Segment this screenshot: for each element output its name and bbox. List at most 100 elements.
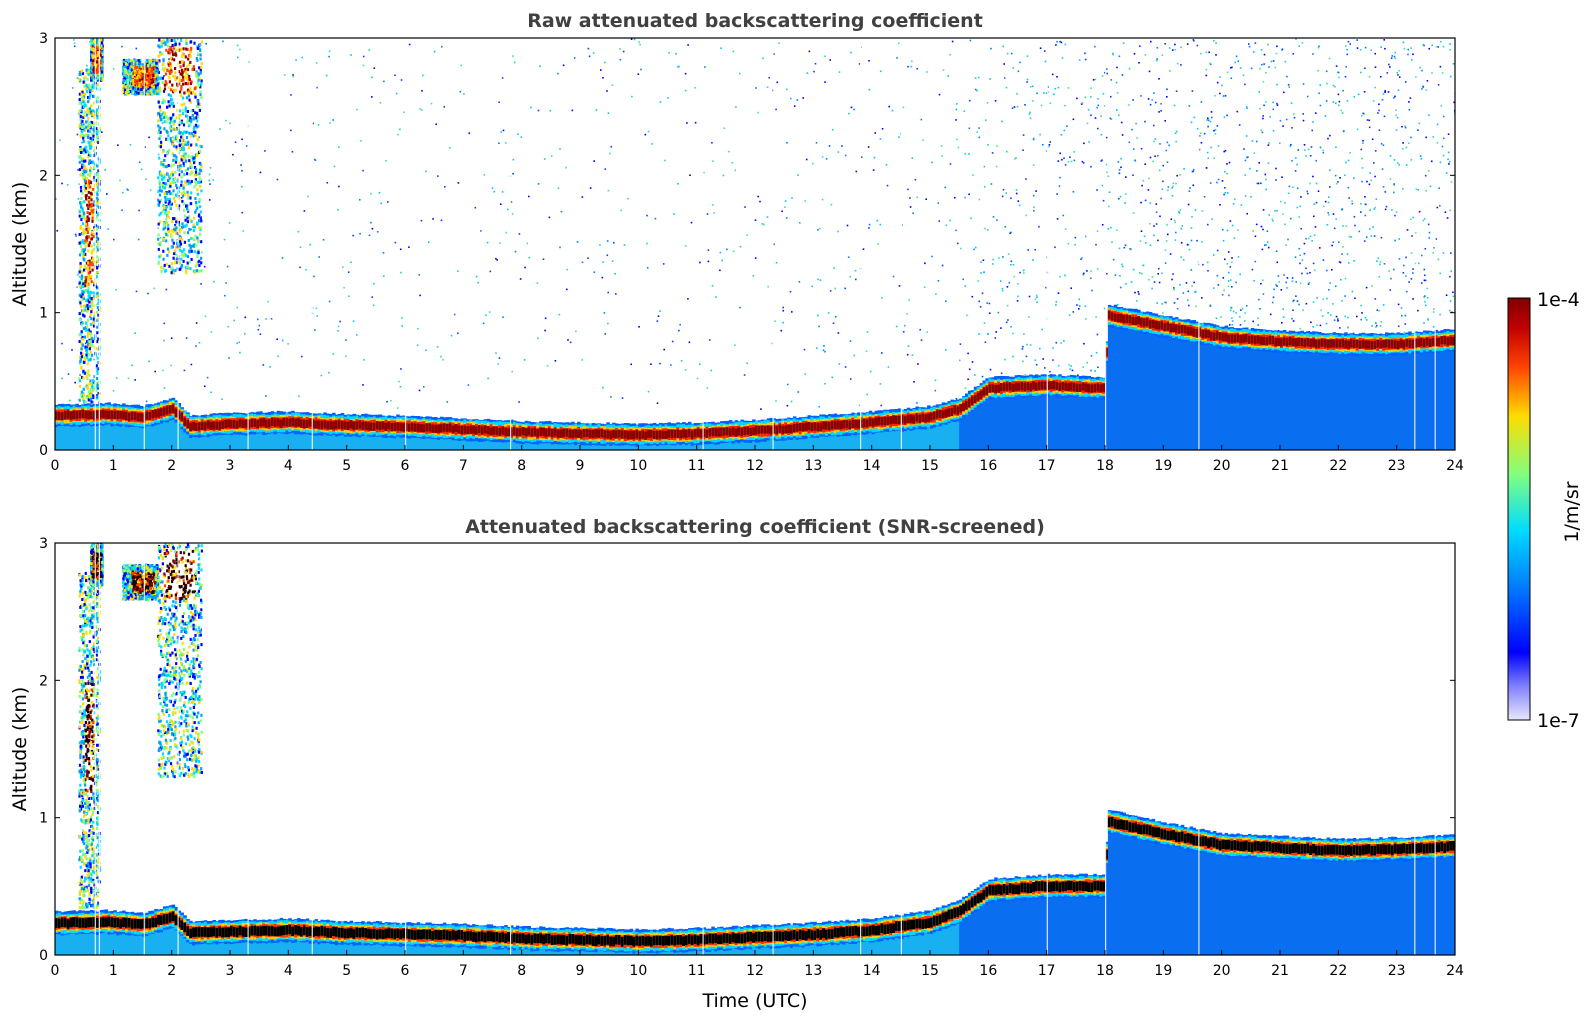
aerosol-column: [693, 443, 698, 450]
noise-speckle: [1298, 247, 1301, 250]
layer-band: [848, 420, 852, 429]
noise-speckle: [1281, 48, 1284, 51]
noise-speckle: [949, 53, 951, 56]
noise-speckle: [1205, 68, 1208, 71]
noise-speckle: [1135, 300, 1138, 302]
aerosol-column: [168, 419, 173, 450]
aerosol-column: [559, 442, 564, 450]
noise-speckle: [1158, 281, 1161, 284]
layer-band: [195, 422, 199, 432]
layer-band: [530, 428, 534, 437]
noise-speckle: [1334, 85, 1336, 88]
noise-speckle: [1171, 194, 1174, 197]
noise-speckle: [1066, 125, 1068, 127]
noise-speckle: [774, 320, 776, 322]
aerosol-column: [267, 432, 272, 450]
noise-speckle: [1060, 342, 1062, 344]
noise-speckle: [684, 245, 687, 247]
noise-speckle: [1342, 246, 1344, 248]
noise-speckle: [647, 390, 650, 393]
noise-speckle: [400, 79, 403, 81]
noise-speckle: [1224, 192, 1227, 194]
noise-speckle: [95, 303, 97, 306]
layer-band: [314, 420, 319, 429]
noise-speckle: [1429, 185, 1432, 188]
noise-speckle: [1228, 324, 1231, 326]
noise-speckle: [1412, 53, 1414, 56]
noise-speckle: [1175, 182, 1177, 185]
layer-band: [545, 428, 549, 437]
aerosol-column: [1282, 351, 1287, 450]
noise-speckle: [234, 141, 237, 143]
noise-speckle: [518, 401, 520, 403]
noise-speckle: [688, 341, 691, 344]
noise-speckle: [185, 337, 188, 339]
layer-band: [1218, 332, 1223, 341]
aerosol-column: [924, 427, 928, 450]
aerosol-column: [489, 440, 494, 450]
aerosol-column: [507, 441, 511, 450]
noise-speckle: [1175, 140, 1177, 143]
noise-speckle: [600, 69, 602, 71]
noise-speckle: [1191, 285, 1193, 287]
noise-speckle: [937, 202, 940, 204]
noise-speckle: [491, 187, 494, 189]
noise-speckle: [1205, 51, 1208, 54]
aerosol-column: [766, 439, 771, 450]
noise-speckle: [902, 106, 905, 109]
noise-speckle: [776, 81, 779, 84]
noise-speckle: [711, 204, 714, 206]
layer-band: [1046, 381, 1051, 390]
noise-speckle: [498, 142, 500, 144]
noise-speckle: [1335, 146, 1337, 148]
noise-speckle: [1262, 209, 1265, 211]
noise-speckle: [679, 323, 681, 326]
aerosol-column: [547, 442, 552, 450]
noise-speckle: [228, 357, 230, 359]
noise-speckle: [850, 106, 853, 109]
noise-speckle: [1160, 110, 1162, 112]
noise-speckle: [1337, 320, 1339, 322]
layer-band: [658, 430, 663, 439]
noise-speckle: [453, 313, 456, 316]
noise-speckle: [873, 156, 876, 159]
noise-speckle: [602, 261, 604, 263]
noise-speckle: [1017, 283, 1019, 285]
noise-speckle: [854, 269, 857, 272]
noise-speckle: [1447, 133, 1450, 135]
noise-speckle: [1417, 309, 1419, 312]
aerosol-column: [562, 442, 566, 450]
aerosol-column: [501, 440, 505, 450]
noise-speckle: [257, 318, 259, 321]
noise-speckle: [976, 131, 978, 133]
noise-speckle: [732, 50, 735, 53]
layer-band: [81, 410, 85, 419]
layer-band: [285, 418, 289, 427]
layer-band: [267, 419, 272, 428]
noise-speckle: [1421, 69, 1423, 72]
noise-speckle: [1307, 283, 1310, 285]
aerosol-column: [962, 416, 966, 450]
noise-speckle: [1108, 205, 1110, 208]
noise-speckle: [1097, 98, 1099, 100]
layer-band: [915, 413, 919, 422]
noise-speckle: [265, 395, 267, 397]
noise-speckle: [1347, 40, 1350, 43]
noise-speckle: [352, 320, 355, 322]
noise-speckle: [1363, 91, 1366, 93]
layer-band: [749, 427, 753, 436]
aerosol-column: [1201, 343, 1205, 450]
aerosol-column: [1113, 326, 1118, 450]
noise-speckle: [994, 100, 997, 102]
aerosol-column: [422, 437, 426, 450]
noise-speckle: [1299, 205, 1301, 208]
noise-speckle: [1121, 74, 1124, 76]
noise-speckle: [731, 162, 734, 164]
noise-speckle: [512, 172, 514, 175]
noise-speckle: [1226, 71, 1229, 74]
noise-speckle: [536, 282, 539, 284]
aerosol-column: [1096, 397, 1100, 450]
noise-speckle: [77, 273, 79, 276]
noise-speckle: [1228, 271, 1230, 274]
layer-band: [1166, 322, 1170, 331]
